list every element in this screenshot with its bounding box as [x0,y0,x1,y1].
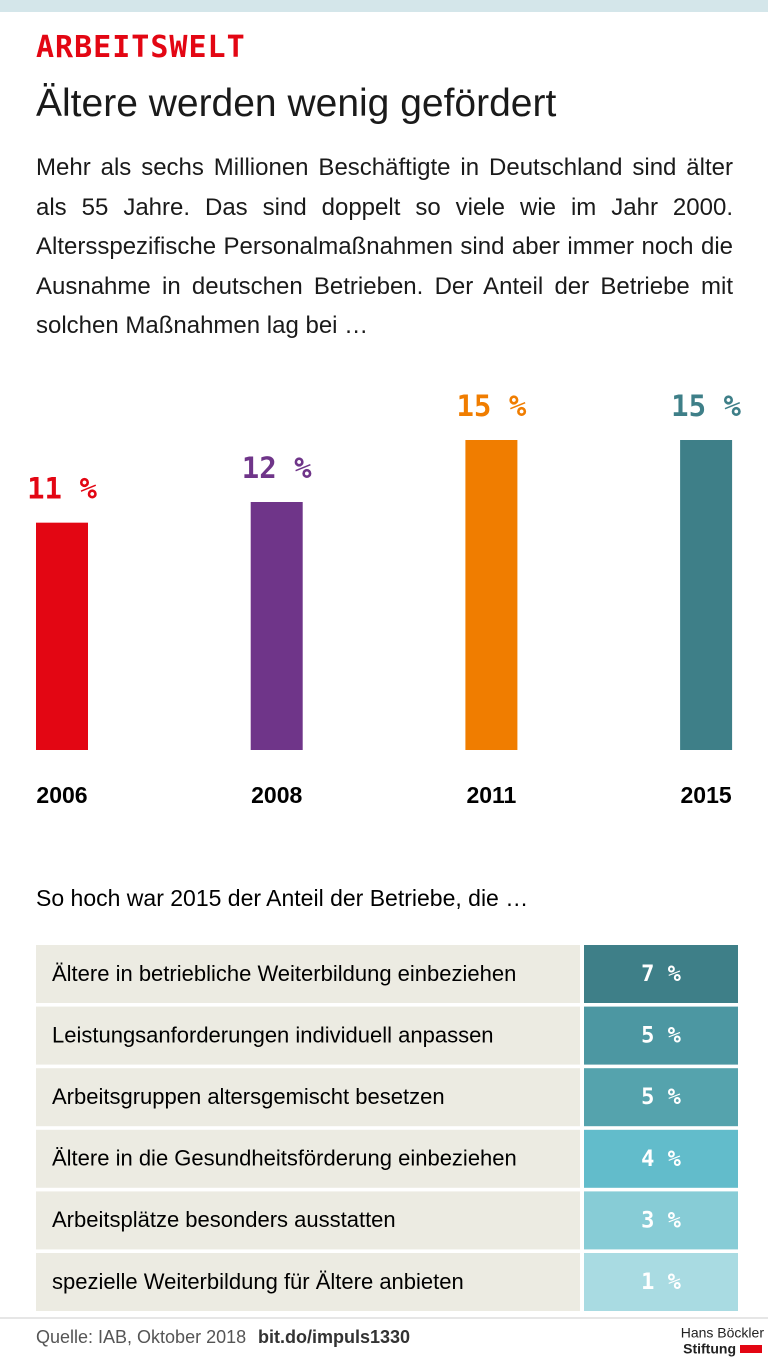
kicker: ARBEITSWELT [36,30,246,65]
bar [250,502,303,750]
row-label: Leistungsanforderungen individuell anpas… [52,1022,494,1047]
row-value-cell [584,945,738,1003]
x-tick-label: 2006 [36,782,87,808]
row-value: 5 % [641,1024,681,1049]
table-title: So hoch war 2015 der Anteil der Betriebe… [36,885,528,911]
value-label: 15 % [456,389,526,423]
source: Quelle: IAB, Oktober 2018 [36,1327,246,1347]
x-tick-label: 2015 [681,782,732,808]
row-value: 7 % [641,962,681,987]
value-label: 12 % [242,451,312,485]
row-value: 3 % [641,1208,681,1233]
logo-mark [740,1345,762,1353]
intro: Mehr als sechs Millionen Beschäftigte in… [36,154,733,339]
row-value-cell [584,1191,738,1250]
value-label: 15 % [671,389,741,423]
row-label: Ältere in betriebliche Weiterbildung ein… [52,961,516,986]
row-label: spezielle Weiterbildung für Ältere anbie… [52,1269,464,1294]
row-value: 1 % [641,1270,681,1295]
bar [36,522,88,750]
row-value-cell [584,1253,738,1311]
row-value-cell [584,1068,738,1127]
x-tick-label: 2008 [251,782,302,808]
link: bit.do/impuls1330 [258,1327,410,1347]
row-label-cell [36,1068,580,1127]
row-value: 4 % [641,1147,681,1172]
row-label: Arbeitsgruppen altersgemischt besetzen [52,1084,445,1109]
bar [465,440,518,750]
logo-top: Hans Böckler [681,1325,765,1341]
row-label-cell [36,1129,580,1188]
row-value-cell [584,1129,738,1188]
row-label-cell [36,945,580,1003]
title: Ältere werden wenig gefördert [36,82,557,125]
x-tick-label: 2011 [466,782,516,808]
row-label-cell [36,1006,580,1065]
row-label-cell [36,1191,580,1250]
row-value-cell [584,1006,738,1065]
bar [680,440,733,750]
row-value: 5 % [641,1085,681,1110]
row-label: Arbeitsplätze besonders ausstatten [52,1207,396,1232]
logo-bottom: Stiftung [683,1341,736,1357]
value-label: 11 % [27,472,97,506]
top-strip [0,0,768,12]
row-label: Ältere in die Gesundheitsförderung einbe… [52,1146,517,1171]
row-label-cell [36,1253,580,1311]
